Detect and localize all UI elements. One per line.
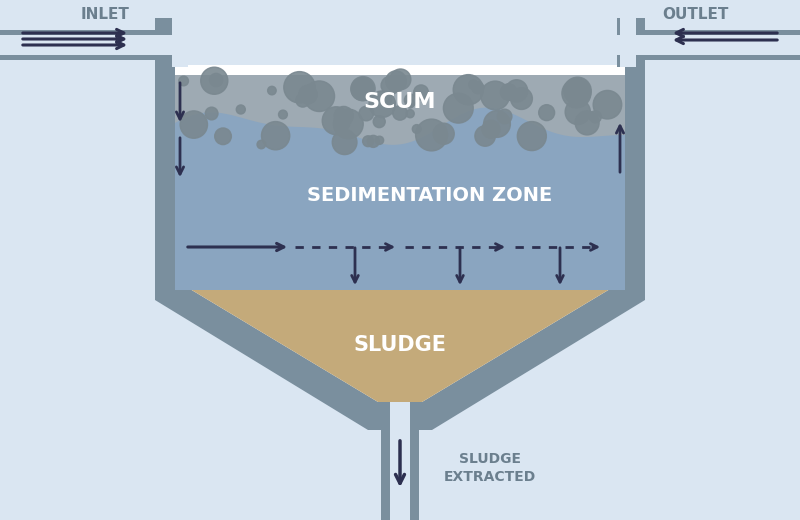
Circle shape (336, 121, 347, 132)
Circle shape (475, 126, 495, 146)
Bar (390, 402, 410, 520)
Text: INLET: INLET (81, 6, 130, 21)
Circle shape (453, 74, 483, 105)
Circle shape (206, 107, 218, 120)
Circle shape (334, 107, 354, 125)
Circle shape (482, 120, 500, 138)
Circle shape (257, 140, 266, 149)
Circle shape (262, 122, 290, 150)
Circle shape (469, 80, 478, 89)
Circle shape (322, 107, 350, 135)
Circle shape (575, 111, 599, 135)
Circle shape (334, 109, 363, 139)
Circle shape (298, 85, 318, 104)
Circle shape (201, 67, 228, 94)
Circle shape (562, 79, 591, 108)
Circle shape (386, 71, 406, 92)
Polygon shape (155, 65, 645, 430)
Circle shape (406, 110, 414, 118)
Circle shape (564, 77, 591, 105)
Circle shape (284, 72, 315, 103)
Circle shape (483, 111, 510, 137)
Bar (620, 16, 636, 67)
Text: SLUDGE: SLUDGE (354, 335, 446, 355)
Circle shape (332, 130, 357, 154)
Text: SLUDGE
EXTRACTED: SLUDGE EXTRACTED (444, 452, 536, 484)
Polygon shape (175, 75, 625, 150)
Polygon shape (175, 108, 625, 290)
Polygon shape (175, 280, 625, 402)
Circle shape (406, 99, 414, 108)
Circle shape (498, 109, 512, 124)
Circle shape (390, 69, 411, 90)
Bar (617, 18, 645, 67)
Text: SEDIMENTATION ZONE: SEDIMENTATION ZONE (307, 186, 553, 204)
Circle shape (472, 82, 484, 94)
Bar (617, 30, 800, 60)
Bar (0, 35, 188, 55)
Circle shape (180, 111, 207, 138)
Bar (612, 35, 800, 55)
Circle shape (380, 93, 392, 105)
Circle shape (593, 90, 622, 119)
Text: OUTLET: OUTLET (662, 6, 728, 21)
Circle shape (510, 88, 532, 110)
Circle shape (565, 99, 590, 125)
Bar (155, 18, 183, 67)
Circle shape (351, 78, 374, 100)
Circle shape (433, 123, 454, 145)
Circle shape (369, 91, 395, 118)
Circle shape (296, 93, 310, 107)
Circle shape (236, 105, 246, 114)
Circle shape (381, 76, 399, 95)
Circle shape (393, 106, 407, 120)
Circle shape (351, 76, 375, 101)
Circle shape (268, 86, 276, 95)
Circle shape (304, 81, 334, 111)
Circle shape (178, 76, 189, 86)
Circle shape (367, 135, 379, 148)
Circle shape (538, 105, 554, 121)
Circle shape (518, 122, 546, 151)
Circle shape (362, 136, 374, 147)
Circle shape (590, 111, 602, 123)
Circle shape (359, 106, 374, 121)
Circle shape (375, 136, 384, 145)
Circle shape (214, 128, 231, 145)
Circle shape (278, 110, 287, 119)
Circle shape (506, 80, 528, 102)
Circle shape (404, 94, 417, 107)
Bar (381, 425, 419, 520)
Bar (183, 18, 205, 32)
Circle shape (414, 85, 429, 100)
Circle shape (443, 93, 474, 123)
Polygon shape (175, 65, 625, 402)
Circle shape (374, 115, 386, 127)
Circle shape (500, 84, 517, 100)
Circle shape (412, 125, 421, 134)
Circle shape (481, 81, 510, 110)
Bar (595, 18, 617, 32)
Polygon shape (175, 150, 625, 290)
Circle shape (210, 73, 223, 87)
Bar (0, 30, 183, 60)
Text: SCUM: SCUM (364, 92, 436, 112)
Circle shape (416, 119, 447, 151)
Bar (172, 16, 188, 67)
